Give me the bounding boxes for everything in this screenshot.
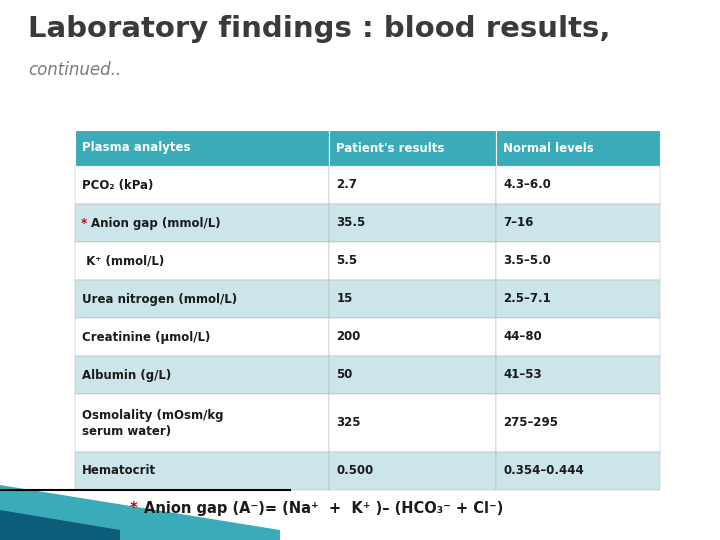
Text: PCO₂ (kPa): PCO₂ (kPa)	[82, 179, 153, 192]
FancyBboxPatch shape	[496, 242, 660, 280]
FancyBboxPatch shape	[75, 452, 330, 490]
Text: K⁺ (mmol/L): K⁺ (mmol/L)	[82, 254, 164, 267]
Text: Laboratory findings : blood results,: Laboratory findings : blood results,	[28, 15, 611, 43]
Text: Patient's results: Patient's results	[336, 141, 445, 154]
Text: *: *	[130, 501, 138, 516]
Text: 50: 50	[336, 368, 353, 381]
FancyBboxPatch shape	[330, 242, 496, 280]
Text: 3.5–5.0: 3.5–5.0	[503, 254, 551, 267]
Polygon shape	[0, 510, 120, 540]
FancyBboxPatch shape	[330, 204, 496, 242]
Text: Anion gap (mmol/L): Anion gap (mmol/L)	[91, 217, 220, 230]
FancyBboxPatch shape	[330, 452, 496, 490]
FancyBboxPatch shape	[75, 356, 330, 394]
FancyBboxPatch shape	[75, 130, 330, 166]
Text: 0.500: 0.500	[336, 464, 374, 477]
Text: *: *	[81, 217, 87, 230]
FancyBboxPatch shape	[496, 280, 660, 318]
Text: Albumin (g/L): Albumin (g/L)	[82, 368, 171, 381]
Text: 0.354–0.444: 0.354–0.444	[503, 464, 584, 477]
Text: 15: 15	[336, 293, 353, 306]
Text: 4.3–6.0: 4.3–6.0	[503, 179, 551, 192]
Text: 7–16: 7–16	[503, 217, 534, 230]
Text: continued..: continued..	[28, 61, 121, 79]
Text: 35.5: 35.5	[336, 217, 366, 230]
Text: 41–53: 41–53	[503, 368, 542, 381]
FancyBboxPatch shape	[75, 280, 330, 318]
FancyBboxPatch shape	[496, 318, 660, 356]
Text: 325: 325	[336, 416, 361, 429]
Polygon shape	[0, 485, 280, 540]
FancyBboxPatch shape	[330, 166, 496, 204]
Text: Urea nitrogen (mmol/L): Urea nitrogen (mmol/L)	[82, 293, 237, 306]
Text: 275–295: 275–295	[503, 416, 558, 429]
Text: Normal levels: Normal levels	[503, 141, 594, 154]
FancyBboxPatch shape	[496, 130, 660, 166]
FancyBboxPatch shape	[330, 280, 496, 318]
Text: Plasma analytes: Plasma analytes	[82, 141, 191, 154]
FancyBboxPatch shape	[75, 394, 330, 452]
Text: Hematocrit: Hematocrit	[82, 464, 156, 477]
FancyBboxPatch shape	[496, 204, 660, 242]
FancyBboxPatch shape	[496, 356, 660, 394]
FancyBboxPatch shape	[75, 166, 330, 204]
Text: 2.5–7.1: 2.5–7.1	[503, 293, 551, 306]
FancyBboxPatch shape	[330, 318, 496, 356]
FancyBboxPatch shape	[330, 394, 496, 452]
FancyBboxPatch shape	[496, 166, 660, 204]
FancyBboxPatch shape	[330, 356, 496, 394]
Text: Creatinine (μmol/L): Creatinine (μmol/L)	[82, 330, 210, 343]
FancyBboxPatch shape	[330, 130, 496, 166]
FancyBboxPatch shape	[496, 394, 660, 452]
FancyBboxPatch shape	[496, 452, 660, 490]
Text: 44–80: 44–80	[503, 330, 542, 343]
FancyBboxPatch shape	[75, 204, 330, 242]
Text: 200: 200	[336, 330, 361, 343]
FancyBboxPatch shape	[75, 242, 330, 280]
Text: 5.5: 5.5	[336, 254, 358, 267]
Text: 2.7: 2.7	[336, 179, 357, 192]
Text: Anion gap (A⁻)= (Na⁺  +  K⁺ )– (HCO₃⁻ + Cl⁻): Anion gap (A⁻)= (Na⁺ + K⁺ )– (HCO₃⁻ + Cl…	[144, 501, 503, 516]
Text: Osmolality (mOsm/kg
serum water): Osmolality (mOsm/kg serum water)	[82, 408, 223, 437]
FancyBboxPatch shape	[75, 318, 330, 356]
